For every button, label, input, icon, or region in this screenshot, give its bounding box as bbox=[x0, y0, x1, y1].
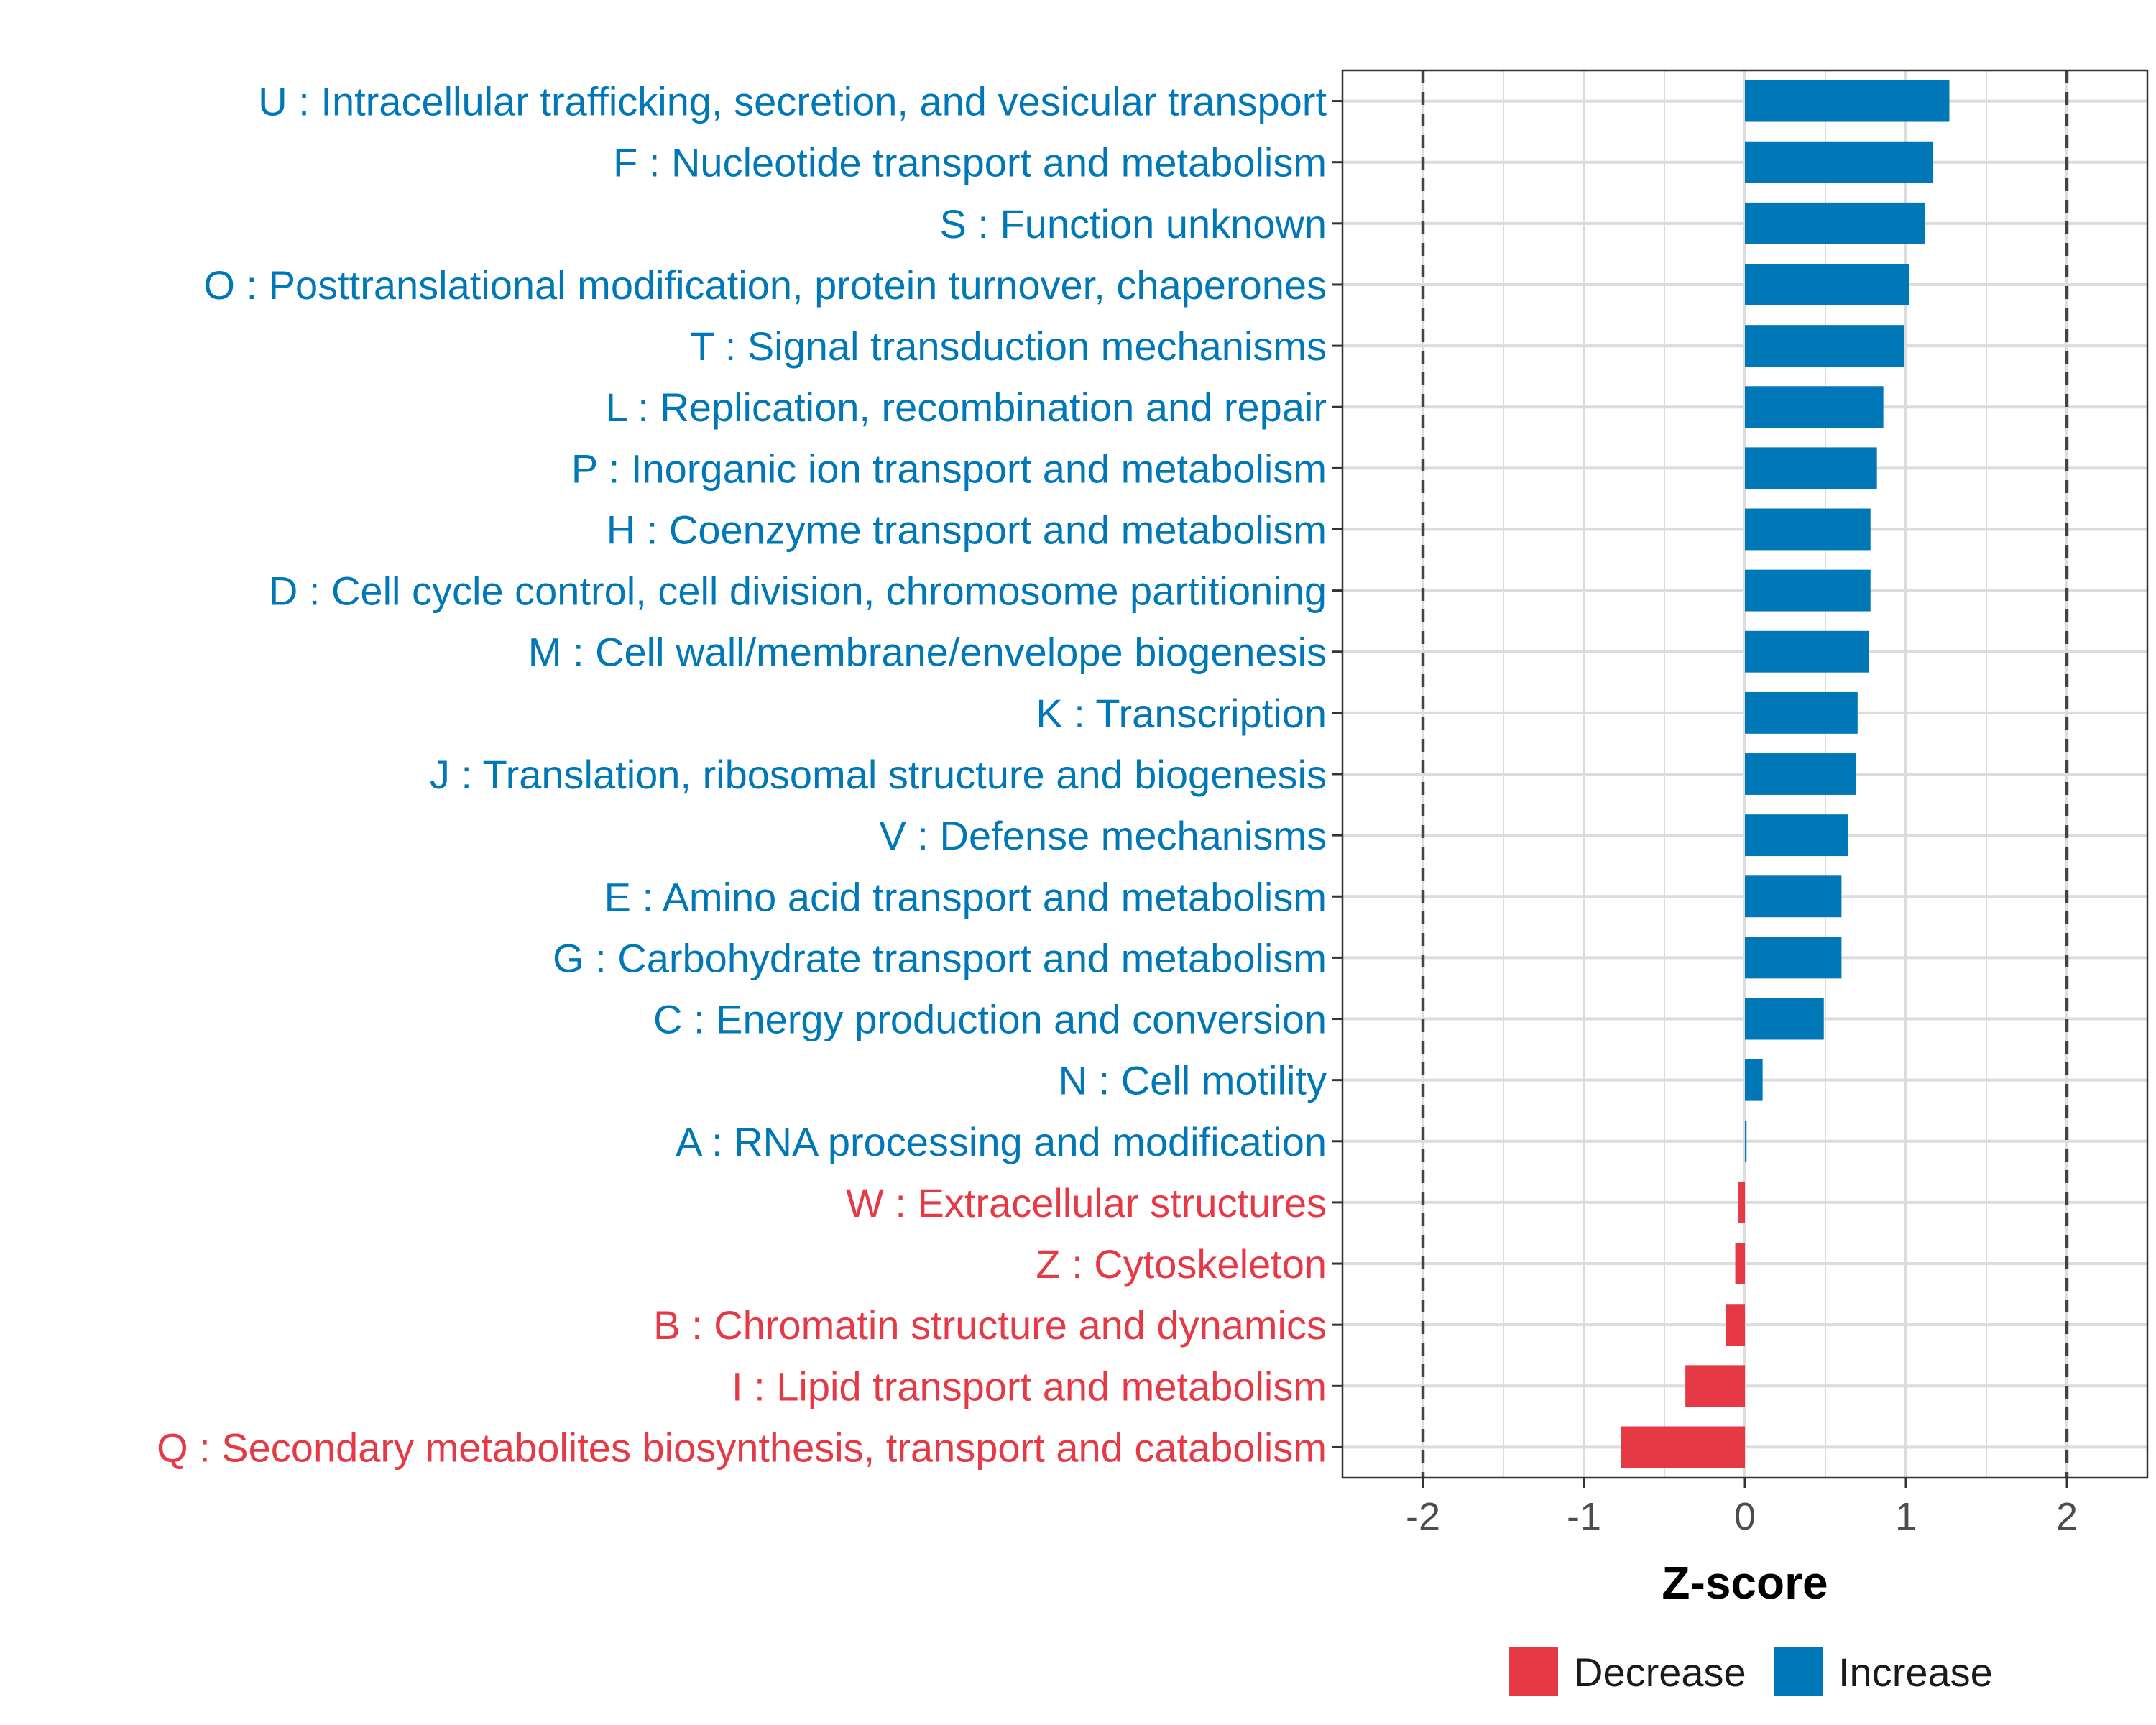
category-label-f: F : Nucleotide transport and metabolism bbox=[613, 140, 1327, 185]
category-label-h: H : Coenzyme transport and metabolism bbox=[607, 507, 1327, 552]
bar-b bbox=[1726, 1304, 1745, 1346]
category-label-c: C : Energy production and conversion bbox=[653, 997, 1327, 1042]
bar-j bbox=[1745, 753, 1856, 795]
category-label-w: W : Extracellular structures bbox=[846, 1180, 1327, 1225]
bar-c bbox=[1745, 998, 1824, 1040]
legend: Decrease Increase bbox=[1509, 1647, 1993, 1696]
bar-u bbox=[1745, 80, 1950, 122]
bar-m bbox=[1745, 630, 1869, 673]
bar-p bbox=[1745, 447, 1877, 489]
x-tick-label: 0 bbox=[1734, 1495, 1756, 1538]
x-tick-label: 1 bbox=[1895, 1495, 1917, 1538]
category-label-i: I : Lipid transport and metabolism bbox=[732, 1363, 1327, 1409]
legend-swatch-increase bbox=[1774, 1647, 1823, 1696]
category-label-d: D : Cell cycle control, cell division, c… bbox=[269, 569, 1327, 614]
bar-g bbox=[1745, 937, 1842, 979]
bar-w bbox=[1738, 1181, 1745, 1223]
category-label-s: S : Function unknown bbox=[939, 201, 1327, 247]
bar-s bbox=[1745, 202, 1925, 244]
category-label-z: Z : Cytoskeleton bbox=[1036, 1241, 1327, 1287]
category-label-n: N : Cell motility bbox=[1059, 1058, 1327, 1103]
bar-z bbox=[1735, 1243, 1745, 1284]
bar-n bbox=[1745, 1059, 1763, 1101]
bar-l bbox=[1745, 386, 1884, 428]
bar-i bbox=[1685, 1365, 1745, 1407]
category-label-t: T : Signal transduction mechanisms bbox=[690, 323, 1327, 369]
category-labels: U : Intracellular trafficking, secretion… bbox=[157, 79, 1327, 1471]
category-label-j: J : Translation, ribosomal structure and… bbox=[430, 752, 1327, 797]
category-label-l: L : Replication, recombination and repai… bbox=[606, 385, 1327, 430]
x-tick-label: 2 bbox=[2056, 1495, 2078, 1538]
category-label-e: E : Amino acid transport and metabolism bbox=[604, 874, 1327, 919]
legend-swatch-decrease bbox=[1509, 1647, 1558, 1696]
bar-v bbox=[1745, 814, 1848, 857]
category-label-m: M : Cell wall/membrane/envelope biogenes… bbox=[528, 630, 1327, 675]
bars bbox=[1621, 80, 1950, 1468]
bar-d bbox=[1745, 569, 1871, 612]
category-label-o: O : Posttranslational modification, prot… bbox=[203, 262, 1327, 308]
category-label-p: P : Inorganic ion transport and metaboli… bbox=[571, 446, 1327, 491]
category-label-a: A : RNA processing and modification bbox=[676, 1119, 1327, 1164]
bar-a bbox=[1745, 1120, 1747, 1162]
bar-h bbox=[1745, 508, 1871, 551]
bar-f bbox=[1745, 141, 1934, 183]
x-tick-label: -1 bbox=[1567, 1495, 1601, 1538]
category-label-k: K : Transcription bbox=[1036, 691, 1327, 736]
bar-o bbox=[1745, 264, 1909, 305]
legend-label-decrease: Decrease bbox=[1574, 1650, 1746, 1695]
x-tick-label: -2 bbox=[1406, 1495, 1440, 1538]
x-axis-title: Z-score bbox=[1662, 1557, 1828, 1609]
category-label-g: G : Carbohydrate transport and metabolis… bbox=[553, 935, 1327, 980]
category-label-u: U : Intracellular trafficking, secretion… bbox=[258, 79, 1327, 124]
x-axis-ticks: -2 -1 0 1 2 bbox=[1406, 1478, 2078, 1538]
bar-e bbox=[1745, 875, 1842, 918]
category-label-q: Q : Secondary metabolites biosynthesis, … bbox=[157, 1425, 1327, 1470]
category-label-b: B : Chromatin structure and dynamics bbox=[653, 1302, 1327, 1348]
legend-label-increase: Increase bbox=[1838, 1650, 1993, 1695]
y-axis-ticks bbox=[1332, 100, 1342, 1448]
bar-k bbox=[1745, 691, 1858, 734]
bar-t bbox=[1745, 325, 1904, 367]
bar-q bbox=[1621, 1426, 1745, 1468]
reference-lines bbox=[1421, 70, 2069, 1478]
category-label-v: V : Defense mechanisms bbox=[880, 813, 1327, 858]
